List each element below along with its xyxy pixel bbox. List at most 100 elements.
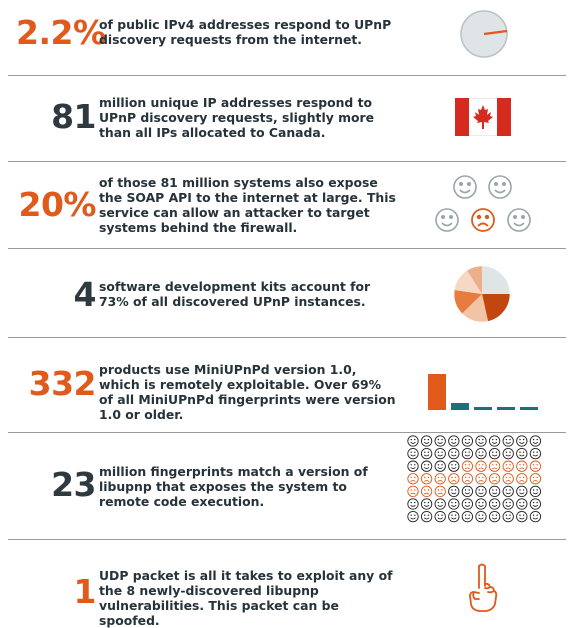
smiley-face-icon <box>529 510 542 523</box>
bar-4 <box>497 407 515 410</box>
stat-description: of public IPv4 addresses respond to UPnP… <box>99 17 392 47</box>
smiley-face-icon <box>516 447 528 460</box>
divider <box>8 75 566 76</box>
bar-3 <box>474 407 492 410</box>
divider <box>8 248 566 249</box>
smiley-face-icon <box>502 447 514 460</box>
smiley-face-icon <box>516 485 528 498</box>
smiley-face-icon <box>502 485 514 498</box>
smiley-face-icon <box>448 485 460 498</box>
divider <box>8 337 566 338</box>
sad-face-icon <box>502 473 514 485</box>
sad-face-icon <box>461 460 474 472</box>
smiley-face-icon <box>407 435 419 447</box>
smiley-grid-icon <box>406 434 548 524</box>
smiley-face-icon <box>448 460 460 472</box>
sad-face-icon <box>502 460 514 472</box>
smiley-face-icon <box>516 510 528 523</box>
stat-value: 2.2% <box>16 13 106 52</box>
sad-face-icon <box>407 485 419 498</box>
smiley-face-icon <box>475 485 487 498</box>
smiley-face-icon <box>516 435 528 447</box>
smiley-face-icon <box>502 510 514 523</box>
smiley-face-icon <box>488 498 501 510</box>
smiley-face-icon <box>420 435 433 447</box>
sad-face-icon <box>448 473 460 485</box>
smiley-face-icon <box>488 485 501 498</box>
pie-chart-icon <box>452 264 512 324</box>
divider <box>8 161 566 162</box>
smiley-face-icon <box>475 447 487 460</box>
sad-face-icon <box>434 485 446 498</box>
bar-1 <box>428 374 446 410</box>
smiley-face-icon <box>420 460 433 472</box>
smiley-face-icon <box>502 435 514 447</box>
smiley-face-icon <box>475 498 487 510</box>
smiley-face-icon <box>434 435 446 447</box>
smiley-face-icon <box>488 435 501 447</box>
smiley-face-icon <box>516 498 528 510</box>
smiley-face-icon <box>434 460 446 472</box>
sad-face-icon <box>529 473 542 485</box>
smiley-face-icon <box>529 485 542 498</box>
stat-description: million fingerprints match a version of … <box>99 464 368 509</box>
stat-value: 20% <box>18 185 97 224</box>
pie-icon <box>458 8 510 60</box>
smiley-face-icon <box>434 510 446 523</box>
smiley-face-icon <box>407 498 419 510</box>
smiley-face-icon <box>502 498 514 510</box>
smiley-face-icon <box>488 447 501 460</box>
stat-value: 4 <box>73 275 97 314</box>
smiley-face-icon <box>434 447 446 460</box>
smiley-face-icon <box>475 510 487 523</box>
stat-description: UDP packet is all it takes to exploit an… <box>99 568 393 628</box>
smiley-face-icon <box>529 447 542 460</box>
smiley-face-icon <box>448 447 460 460</box>
sad-face-icon <box>420 473 433 485</box>
sad-face-icon <box>475 473 487 485</box>
sad-face-icon <box>475 460 487 472</box>
bar-chart-icon <box>424 370 542 414</box>
finger-icon <box>466 562 498 614</box>
sad-face-icon <box>529 460 542 472</box>
smiley-face-icon <box>529 498 542 510</box>
stat-value: 332 <box>28 364 97 403</box>
bar-5 <box>520 407 538 410</box>
bar-2 <box>451 403 469 410</box>
stat-description: products use MiniUPnPd version 1.0, whic… <box>99 362 396 422</box>
stat-description: million unique IP addresses respond to U… <box>99 95 375 140</box>
smiley-face-icon <box>448 510 460 523</box>
smiley-face-icon <box>448 498 460 510</box>
smiley-face-icon <box>407 460 419 472</box>
smiley-face-icon <box>407 447 419 460</box>
stat-value: 81 <box>51 97 96 136</box>
smiley-face-icon <box>420 510 433 523</box>
smiley-face-icon <box>461 485 474 498</box>
sad-face-icon <box>434 473 446 485</box>
smiley-face-icon <box>434 498 446 510</box>
stat-description: of those 81 million systems also expose … <box>99 175 396 235</box>
smiley-face-icon <box>475 435 487 447</box>
sad-face-icon <box>461 473 474 485</box>
smiley-face-icon <box>407 510 419 523</box>
smiley-face-icon <box>420 498 433 510</box>
smiley-face-icon <box>461 447 474 460</box>
stat-value: 23 <box>51 465 96 504</box>
smiley-face-icon <box>461 510 474 523</box>
smiley-face-icon <box>448 435 460 447</box>
smiley-face-icon <box>461 498 474 510</box>
smiley-face-icon <box>461 435 474 447</box>
canada-flag-icon <box>455 98 511 136</box>
sad-face-icon <box>407 473 419 485</box>
stat-value: 1 <box>73 572 97 611</box>
sad-face-icon <box>516 473 528 485</box>
smiley-faces-icon <box>432 173 536 237</box>
smiley-face-icon <box>529 435 542 447</box>
sad-face-icon <box>516 460 528 472</box>
divider <box>8 432 566 433</box>
smiley-face-icon <box>420 447 433 460</box>
divider <box>8 539 566 540</box>
smiley-face-icon <box>488 510 501 523</box>
sad-face-icon <box>488 460 501 472</box>
sad-face-icon <box>420 485 433 498</box>
